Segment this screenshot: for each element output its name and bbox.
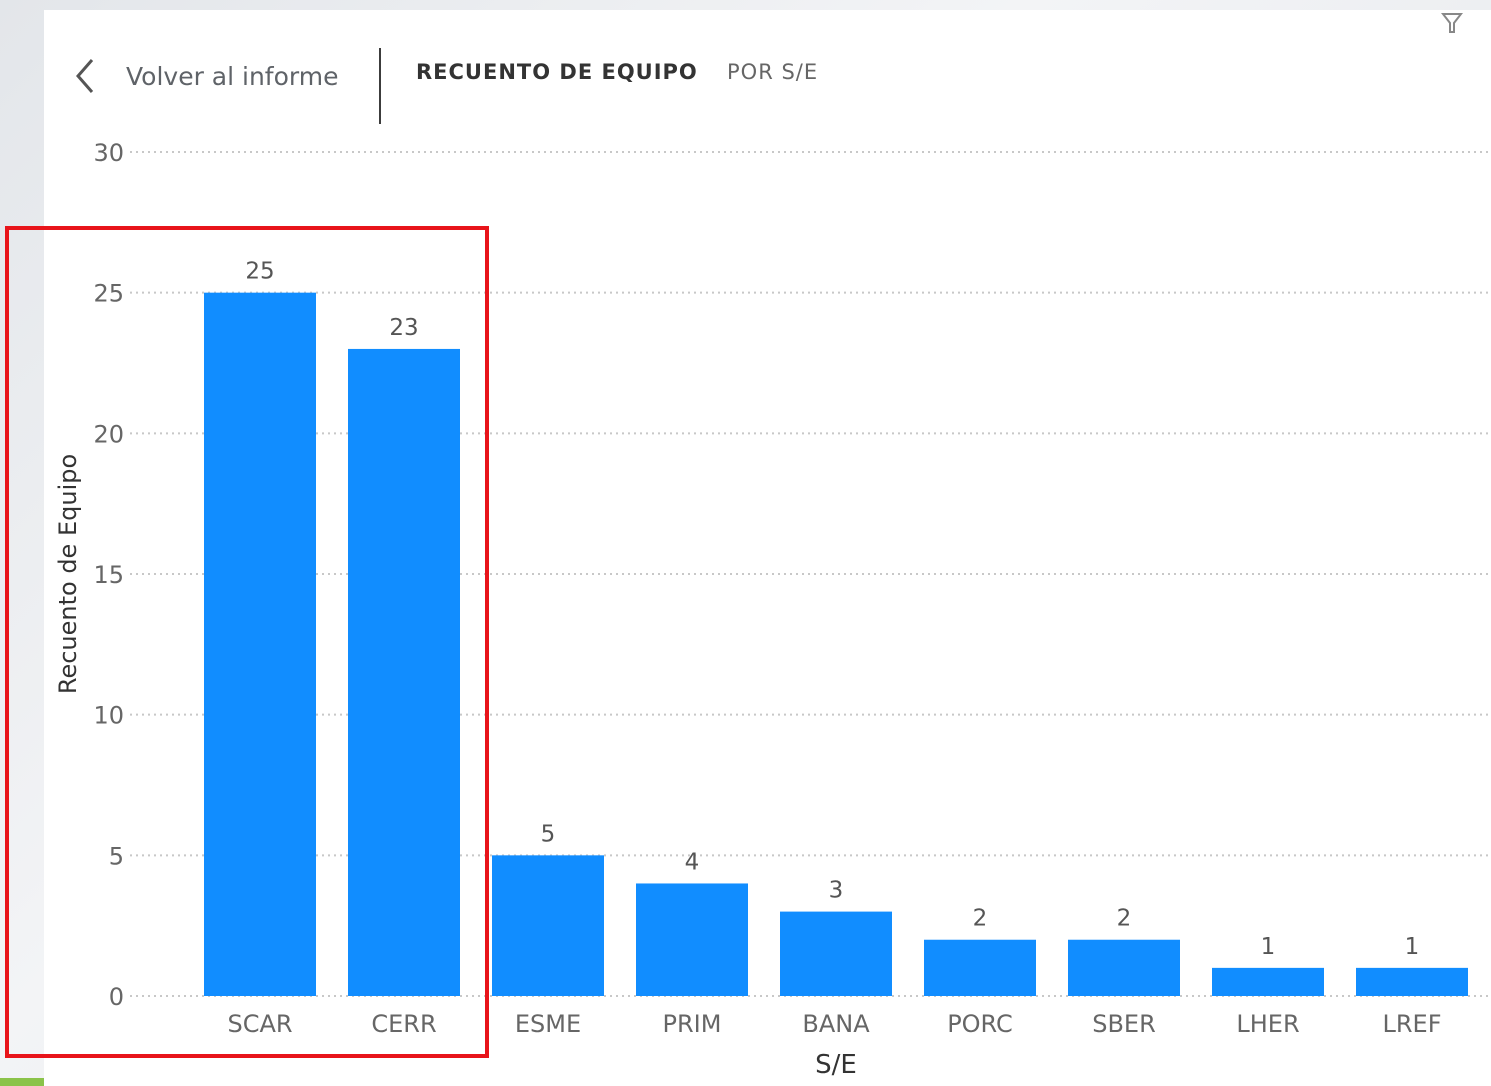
x-tick-label-lref: LREF bbox=[1382, 1010, 1441, 1038]
y-tick-label: 20 bbox=[93, 420, 124, 448]
y-tick-label: 30 bbox=[93, 139, 124, 167]
x-tick-label-porc: PORC bbox=[947, 1010, 1013, 1038]
decorative-strip bbox=[0, 1078, 44, 1086]
header-divider bbox=[379, 48, 381, 124]
data-label-lref: 1 bbox=[1405, 934, 1420, 960]
back-label: Volver al informe bbox=[126, 61, 339, 91]
y-axis-label: Recuento de Equipo bbox=[54, 454, 82, 694]
chart-subtitle: POR S/E bbox=[727, 60, 819, 84]
y-tick-label: 0 bbox=[109, 983, 124, 1011]
data-labels: 25 23 5 4 3 2 2 1 1 bbox=[245, 259, 1419, 960]
bar-sber[interactable] bbox=[1068, 939, 1180, 996]
x-tick-label-bana: BANA bbox=[802, 1010, 870, 1038]
data-label-scar: 25 bbox=[245, 259, 274, 285]
x-tick-label-sber: SBER bbox=[1092, 1010, 1156, 1038]
y-tick-label: 5 bbox=[109, 842, 124, 870]
filter-icon[interactable] bbox=[1441, 10, 1463, 36]
header-bar: Volver al informe RECUENTO DE EQUIPO POR… bbox=[44, 10, 1491, 130]
y-tick-label: 25 bbox=[93, 280, 124, 308]
data-label-bana: 3 bbox=[829, 878, 844, 904]
x-tick-label-cerr: CERR bbox=[371, 1010, 436, 1038]
back-to-report-button[interactable]: Volver al informe bbox=[70, 54, 338, 98]
data-label-cerr: 23 bbox=[389, 315, 418, 341]
x-tick-label-prim: PRIM bbox=[663, 1010, 722, 1038]
x-axis-label: S/E bbox=[815, 1050, 857, 1080]
gridlines bbox=[130, 151, 1491, 997]
chart-title: RECUENTO DE EQUIPO bbox=[416, 60, 698, 84]
bar-lref[interactable] bbox=[1356, 967, 1468, 996]
data-label-lher: 1 bbox=[1261, 934, 1276, 960]
data-label-porc: 2 bbox=[973, 906, 988, 932]
bar-bana[interactable] bbox=[780, 911, 892, 996]
bars bbox=[204, 292, 1468, 997]
data-label-esme: 5 bbox=[541, 821, 556, 847]
bar-porc[interactable] bbox=[924, 939, 1036, 996]
chevron-left-icon bbox=[76, 59, 94, 93]
bar-lher[interactable] bbox=[1212, 967, 1324, 996]
x-tick-label-scar: SCAR bbox=[227, 1010, 292, 1038]
bar-cerr[interactable] bbox=[348, 348, 460, 996]
bar-esme[interactable] bbox=[492, 855, 604, 996]
bar-prim[interactable] bbox=[636, 883, 748, 996]
y-tick-label: 15 bbox=[93, 561, 124, 589]
x-axis-ticks: SCAR CERR ESME PRIM BANA PORC SBER LHER LREF bbox=[227, 1010, 1441, 1038]
y-tick-label: 10 bbox=[93, 702, 124, 730]
data-label-sber: 2 bbox=[1117, 906, 1132, 932]
bar-scar[interactable] bbox=[204, 292, 316, 997]
x-tick-label-lher: LHER bbox=[1236, 1010, 1299, 1038]
data-label-prim: 4 bbox=[685, 849, 700, 875]
x-tick-label-esme: ESME bbox=[515, 1010, 581, 1038]
y-axis-ticks: 0 5 10 15 20 25 30 bbox=[93, 139, 124, 1011]
